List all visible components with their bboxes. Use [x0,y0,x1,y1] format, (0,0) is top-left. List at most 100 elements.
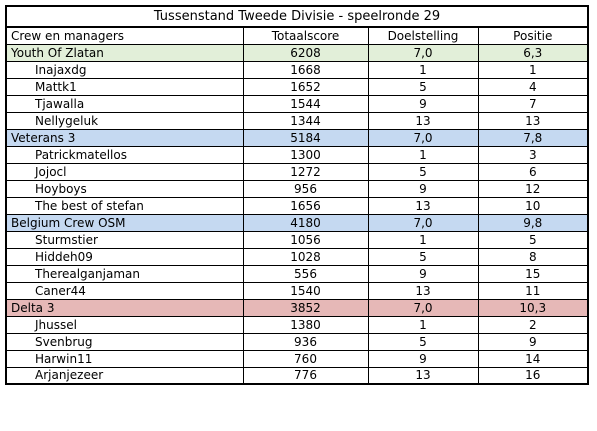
manager-row: Svenbrug 936 5 9 [5,332,590,351]
manager-target: 1 [367,230,479,249]
team-name: Belgium Crew OSM [5,213,244,232]
team-row: Belgium Crew OSM 4180 7,0 9,8 [5,213,590,232]
team-name: Delta 3 [5,298,244,317]
manager-row: Sturmstier 1056 1 5 [5,230,590,249]
team-name: Youth Of Zlatan [5,43,244,62]
manager-target: 9 [367,264,479,283]
manager-row: Harwin11 760 9 14 [5,349,590,368]
manager-position: 12 [477,179,590,198]
manager-position: 1 [477,60,590,79]
header-position: Positie [477,26,590,45]
manager-total-score: 776 [242,366,369,385]
team-position: 9,8 [477,213,590,232]
manager-row: Hoyboys 956 9 12 [5,179,590,198]
manager-total-score: 760 [242,349,369,368]
manager-target: 5 [367,162,479,181]
header-total-score: Totaalscore [242,26,369,45]
manager-row: Tjawalla 1544 9 7 [5,94,590,113]
header-crew-managers: Crew en managers [5,26,244,45]
manager-total-score: 1028 [242,247,369,266]
title-row: Tussenstand Tweede Divisie - speelronde … [4,5,590,28]
team-row: Youth Of Zlatan 6208 7,0 6,3 [5,43,590,62]
manager-position: 8 [477,247,590,266]
manager-total-score: 1656 [242,196,369,215]
manager-target: 9 [367,179,479,198]
manager-name: Arjanjezeer [5,366,244,385]
standings-table: Tussenstand Tweede Divisie - speelronde … [4,5,590,385]
team-target: 7,0 [367,213,479,232]
team-row: Delta 3 3852 7,0 10,3 [5,298,590,317]
manager-position: 13 [477,111,590,130]
manager-row: The best of stefan 1656 13 10 [5,196,590,215]
manager-row: Jhussel 1380 1 2 [5,315,590,334]
manager-total-score: 936 [242,332,369,351]
manager-name: Hoyboys [5,179,244,198]
manager-target: 1 [367,315,479,334]
manager-total-score: 1300 [242,145,369,164]
manager-position: 4 [477,77,590,96]
manager-total-score: 1344 [242,111,369,130]
manager-target: 13 [367,281,479,300]
team-target: 7,0 [367,43,479,62]
team-total-score: 3852 [242,298,369,317]
manager-name: Inajaxdg [5,60,244,79]
manager-target: 9 [367,94,479,113]
manager-total-score: 1540 [242,281,369,300]
manager-name: Jojocl [5,162,244,181]
team-row: Veterans 3 5184 7,0 7,8 [5,128,590,147]
manager-row: Inajaxdg 1668 1 1 [5,60,590,79]
team-total-score: 6208 [242,43,369,62]
manager-name: Tjawalla [5,94,244,113]
manager-name: Caner44 [5,281,244,300]
manager-row: Therealganjaman 556 9 15 [5,264,590,283]
manager-total-score: 1544 [242,94,369,113]
manager-name: Harwin11 [5,349,244,368]
manager-position: 9 [477,332,590,351]
manager-name: Mattk1 [5,77,244,96]
team-position: 7,8 [477,128,590,147]
team-position: 10,3 [477,298,590,317]
manager-position: 16 [477,366,590,385]
team-target: 7,0 [367,128,479,147]
manager-position: 15 [477,264,590,283]
manager-row: Patrickmatellos 1300 1 3 [5,145,590,164]
table-title: Tussenstand Tweede Divisie - speelronde … [4,5,590,28]
manager-name: Patrickmatellos [5,145,244,164]
manager-row: Arjanjezeer 776 13 16 [5,366,590,385]
team-target: 7,0 [367,298,479,317]
manager-target: 5 [367,247,479,266]
manager-name: Jhussel [5,315,244,334]
manager-name: Sturmstier [5,230,244,249]
manager-position: 2 [477,315,590,334]
manager-total-score: 1668 [242,60,369,79]
manager-total-score: 556 [242,264,369,283]
manager-position: 7 [477,94,590,113]
manager-total-score: 1380 [242,315,369,334]
manager-target: 1 [367,60,479,79]
manager-position: 10 [477,196,590,215]
manager-name: Svenbrug [5,332,244,351]
manager-row: Mattk1 1652 5 4 [5,77,590,96]
manager-name: Nellygeluk [5,111,244,130]
manager-position: 6 [477,162,590,181]
manager-target: 5 [367,332,479,351]
manager-position: 3 [477,145,590,164]
manager-total-score: 1056 [242,230,369,249]
manager-row: Hiddeh09 1028 5 8 [5,247,590,266]
manager-row: Nellygeluk 1344 13 13 [5,111,590,130]
manager-position: 14 [477,349,590,368]
standings-table-container: Tussenstand Tweede Divisie - speelronde … [4,5,590,385]
manager-target: 13 [367,366,479,385]
manager-name: Hiddeh09 [5,247,244,266]
team-total-score: 5184 [242,128,369,147]
team-total-score: 4180 [242,213,369,232]
manager-position: 5 [477,230,590,249]
team-name: Veterans 3 [5,128,244,147]
header-row: Crew en managers Totaalscore Doelstellin… [5,26,590,45]
manager-target: 1 [367,145,479,164]
manager-total-score: 1652 [242,77,369,96]
manager-target: 9 [367,349,479,368]
manager-row: Jojocl 1272 5 6 [5,162,590,181]
manager-target: 13 [367,196,479,215]
manager-row: Caner44 1540 13 11 [5,281,590,300]
